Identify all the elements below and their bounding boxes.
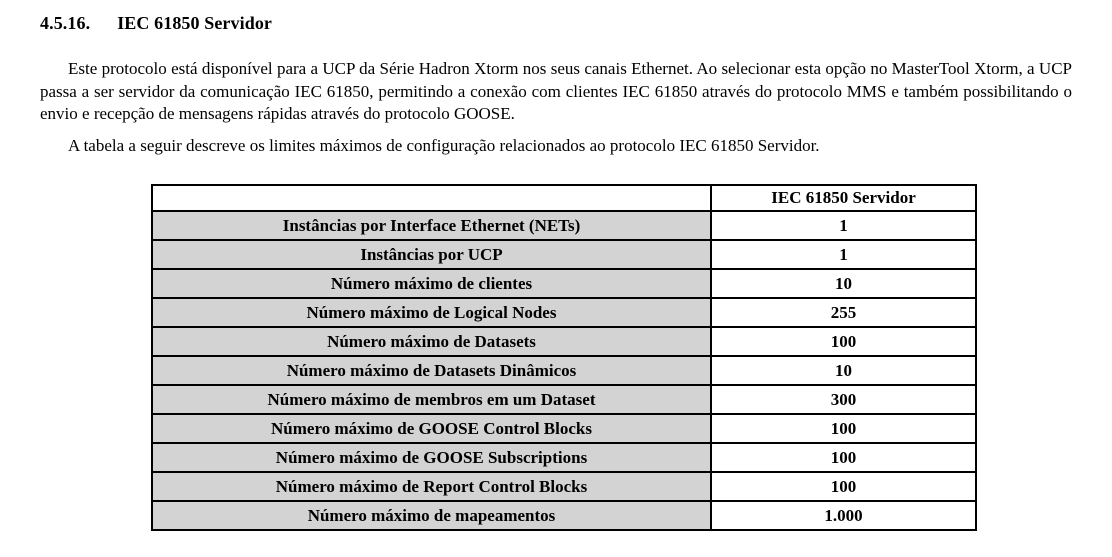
limit-label-cell: Número máximo de Logical Nodes <box>151 297 712 328</box>
table-header-row: IEC 61850 Servidor <box>151 184 977 212</box>
limit-value-cell: 1 <box>710 239 977 270</box>
section-title: IEC 61850 Servidor <box>117 13 273 33</box>
table-row: Número máximo de Logical Nodes 255 <box>151 297 977 328</box>
limit-value-cell: 100 <box>710 471 977 502</box>
section-heading: 4.5.16. IEC 61850 Servidor <box>40 13 1072 34</box>
limit-label-cell: Número máximo de Datasets <box>151 326 712 357</box>
limit-value-cell: 10 <box>710 268 977 299</box>
table-row: Número máximo de mapeamentos 1.000 <box>151 500 977 531</box>
limit-value-cell: 1 <box>710 210 977 241</box>
table-intro-paragraph: A tabela a seguir descreve os limites má… <box>68 135 820 155</box>
header-spacer-cell <box>151 184 712 212</box>
limit-value-cell: 100 <box>710 413 977 444</box>
table-row: Instâncias por UCP 1 <box>151 239 977 270</box>
table-row: Número máximo de Datasets Dinâmicos 10 <box>151 355 977 386</box>
limit-value-cell: 300 <box>710 384 977 415</box>
limit-value-cell: 10 <box>710 355 977 386</box>
table-row: Instâncias por Interface Ethernet (NETs)… <box>151 210 977 241</box>
table-row: Número máximo de Datasets 100 <box>151 326 977 357</box>
table-row: Número máximo de GOOSE Subscriptions 100 <box>151 442 977 473</box>
table-row: Número máximo de membros em um Dataset 3… <box>151 384 977 415</box>
intro-paragraph: Este protocolo está disponível para a UC… <box>40 59 1072 123</box>
limit-label-cell: Número máximo de mapeamentos <box>151 500 712 531</box>
limit-label-cell: Número máximo de Datasets Dinâmicos <box>151 355 712 386</box>
limit-label-cell: Número máximo de GOOSE Subscriptions <box>151 442 712 473</box>
iec61850-limits-table: IEC 61850 Servidor Instâncias por Interf… <box>151 184 977 531</box>
table-row: Número máximo de GOOSE Control Blocks 10… <box>151 413 977 444</box>
limit-label-cell: Instâncias por UCP <box>151 239 712 270</box>
table-row: Número máximo de Report Control Blocks 1… <box>151 471 977 502</box>
limit-label-cell: Número máximo de membros em um Dataset <box>151 384 712 415</box>
section-number: 4.5.16. <box>40 13 91 33</box>
limit-label-cell: Número máximo de Report Control Blocks <box>151 471 712 502</box>
limit-label-cell: Instâncias por Interface Ethernet (NETs) <box>151 210 712 241</box>
table-column-header: IEC 61850 Servidor <box>710 184 977 212</box>
limit-value-cell: 1.000 <box>710 500 977 531</box>
limit-value-cell: 100 <box>710 326 977 357</box>
limit-value-cell: 255 <box>710 297 977 328</box>
limit-value-cell: 100 <box>710 442 977 473</box>
limit-label-cell: Número máximo de GOOSE Control Blocks <box>151 413 712 444</box>
table-row: Número máximo de clientes 10 <box>151 268 977 299</box>
limit-label-cell: Número máximo de clientes <box>151 268 712 299</box>
